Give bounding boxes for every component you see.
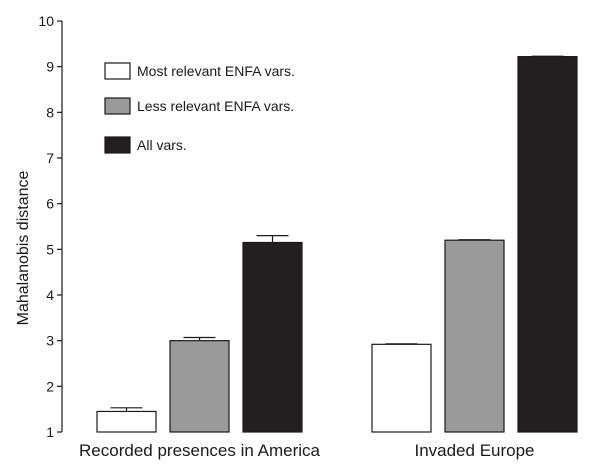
category-label: Invaded Europe [414,441,534,460]
bar [96,410,157,433]
legend-label: Less relevant ENFA vars. [137,98,294,114]
bar [444,239,505,433]
category-label: Recorded presences in America [79,441,321,460]
y-tick-label: 1 [46,424,54,440]
legend-label: Most relevant ENFA vars. [137,63,295,79]
y-axis-title: Mahalanobis distance [15,171,32,326]
legend-swatch [104,136,131,154]
y-tick-label: 6 [46,196,54,212]
y-tick-label: 3 [46,333,54,349]
y-tick-label: 8 [46,104,54,120]
bar [371,343,432,433]
y-tick-label: 10 [38,13,54,29]
y-tick-label: 4 [46,287,54,303]
y-tick-label: 5 [46,241,54,257]
legend-swatch [104,97,131,115]
legend-swatch [104,62,131,80]
bar [169,340,230,433]
bar [242,241,303,433]
legend: Most relevant ENFA vars. Less relevant EN… [104,62,295,154]
y-tick-label: 7 [46,150,54,166]
y-tick-label: 9 [46,59,54,75]
bar [517,56,578,433]
bars: Recorded presences in America Invaded Eur… [79,55,578,460]
legend-label: All vars. [137,137,187,153]
y-tick-label: 2 [46,378,54,394]
y-axis: 1 2 3 4 5 6 7 8 9 10 [38,13,63,440]
